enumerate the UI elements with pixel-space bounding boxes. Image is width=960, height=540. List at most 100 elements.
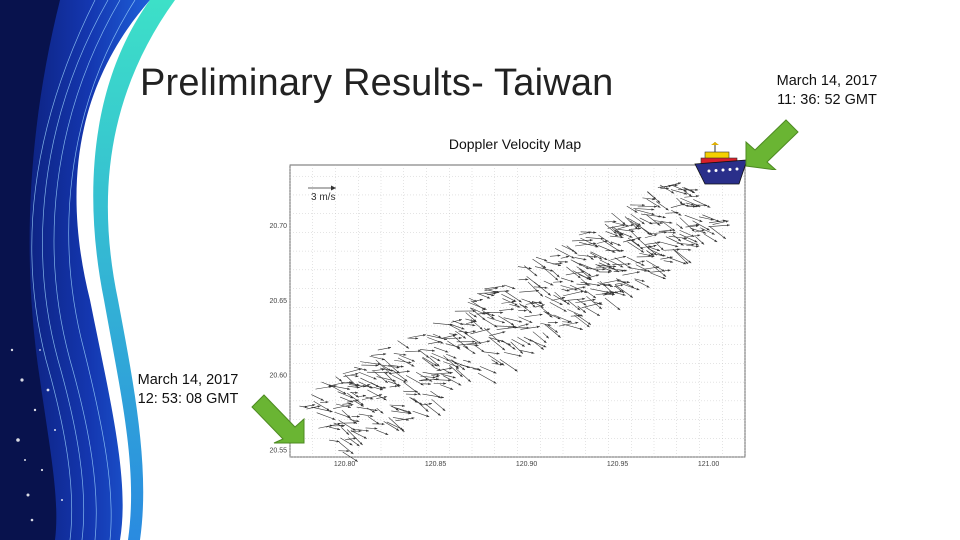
velocity-vector <box>472 298 483 302</box>
velocity-vector <box>451 359 466 371</box>
velocity-vector <box>484 351 500 355</box>
velocity-vector <box>405 375 424 386</box>
velocity-vector <box>603 290 623 296</box>
velocity-vector <box>455 330 467 339</box>
velocity-vector <box>709 226 727 240</box>
velocity-vector <box>311 406 333 413</box>
velocity-vector <box>461 323 476 327</box>
doppler-velocity-plot: 120.80 120.85 120.90 120.95 121.00 20.70 20.6… <box>269 164 746 468</box>
velocity-vector <box>484 293 495 297</box>
velocity-vector <box>499 359 518 372</box>
velocity-vector <box>626 256 645 266</box>
velocity-vector <box>543 280 554 286</box>
velocity-vector <box>580 231 597 234</box>
velocity-vector <box>712 220 729 225</box>
velocity-vector <box>346 429 363 446</box>
velocity-vector <box>661 220 676 232</box>
velocity-vector <box>564 297 586 301</box>
velocity-vector <box>622 271 640 276</box>
velocity-vector <box>612 226 624 236</box>
velocity-vector <box>577 305 587 314</box>
velocity-vector <box>665 236 684 246</box>
velocity-vector <box>654 241 664 251</box>
y-tick-label: 20.60 <box>269 373 287 380</box>
velocity-vector <box>333 422 344 427</box>
velocity-vector <box>489 331 506 337</box>
velocity-vector <box>564 286 586 291</box>
velocity-vector <box>367 416 380 425</box>
velocity-vector <box>373 370 389 384</box>
velocity-vector <box>444 336 462 340</box>
velocity-vector <box>553 294 571 305</box>
x-tick-labels: 120.80 120.85 120.90 120.95 121.00 <box>334 461 720 468</box>
velocity-vector <box>671 185 687 192</box>
velocity-vector <box>341 381 353 384</box>
velocity-vector <box>470 307 486 321</box>
velocity-vector <box>482 311 504 314</box>
velocity-vector <box>527 281 544 297</box>
velocity-vector <box>552 262 563 265</box>
velocity-vector <box>604 297 621 311</box>
velocity-vector <box>633 208 655 211</box>
velocity-vector <box>677 248 692 251</box>
velocity-vector <box>357 394 366 398</box>
velocity-vector <box>464 332 482 345</box>
velocity-vector <box>484 287 499 292</box>
velocity-vector <box>578 241 599 248</box>
velocity-vector <box>453 336 469 349</box>
velocity-vector <box>586 254 594 260</box>
velocity-vector <box>341 409 351 419</box>
velocity-vector <box>503 352 522 357</box>
velocity-vector <box>405 393 418 396</box>
velocity-vector <box>451 360 470 369</box>
velocity-vector <box>698 216 714 221</box>
velocity-vector <box>584 290 597 299</box>
velocity-vector <box>608 291 619 294</box>
velocity-vector <box>409 334 427 338</box>
velocity-vector <box>610 241 621 246</box>
velocity-vector <box>448 323 468 335</box>
velocity-vector <box>546 324 559 333</box>
y-tick-labels: 20.70 20.65 20.60 20.55 <box>269 223 287 455</box>
velocity-vector <box>605 231 619 237</box>
velocity-vector <box>649 269 671 273</box>
velocity-vector <box>679 233 698 243</box>
velocity-vector <box>443 361 460 368</box>
velocity-vector <box>693 199 711 208</box>
velocity-vector <box>623 236 642 243</box>
velocity-vector <box>356 406 378 412</box>
slide-title: Preliminary Results- Taiwan <box>140 62 614 104</box>
velocity-vector <box>484 285 506 290</box>
velocity-vector <box>646 244 657 248</box>
velocity-vector <box>576 283 591 287</box>
velocity-vector <box>503 317 523 323</box>
x-tick-label: 120.85 <box>425 461 447 468</box>
velocity-vector <box>576 299 587 306</box>
velocity-vector <box>510 341 524 354</box>
velocity-vector <box>376 376 396 382</box>
velocity-vector <box>472 368 482 372</box>
velocity-vector <box>524 313 543 318</box>
velocity-vector <box>477 372 497 384</box>
velocity-vector <box>457 342 478 346</box>
x-tick-label: 120.80 <box>334 461 356 468</box>
velocity-vector <box>611 212 626 225</box>
velocity-vector <box>578 274 592 281</box>
arrow-right-green-icon <box>745 119 799 170</box>
velocity-vector <box>468 312 478 318</box>
velocity-vector <box>610 255 627 261</box>
velocity-vector <box>399 354 416 362</box>
velocity-vector <box>383 421 400 431</box>
velocity-vector <box>646 260 666 272</box>
velocity-vector <box>684 195 699 198</box>
velocity-vector <box>433 379 451 382</box>
velocity-vector <box>350 430 367 439</box>
velocity-vector <box>624 216 639 230</box>
velocity-vector <box>635 209 655 216</box>
velocity-vector <box>391 405 399 411</box>
velocity-vector <box>329 385 351 390</box>
velocity-vector <box>571 239 593 242</box>
velocity-vector <box>488 336 506 351</box>
velocity-vector <box>384 359 400 374</box>
velocity-vector <box>551 296 566 301</box>
